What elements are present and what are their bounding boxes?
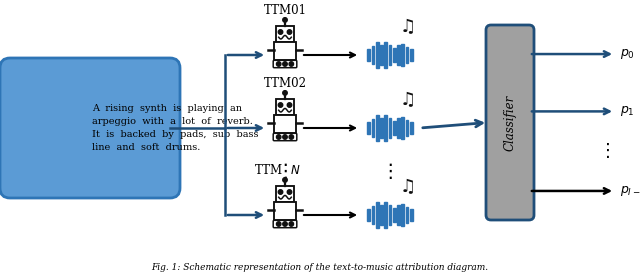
Bar — [380, 45, 383, 65]
Bar — [397, 45, 400, 65]
Circle shape — [287, 190, 292, 194]
Circle shape — [283, 178, 287, 182]
Bar — [401, 116, 404, 139]
Text: TTM: TTM — [255, 164, 283, 177]
Text: Classifier: Classifier — [504, 94, 516, 151]
FancyBboxPatch shape — [273, 220, 297, 228]
FancyBboxPatch shape — [276, 99, 294, 115]
Bar — [393, 121, 396, 135]
Text: ⋮: ⋮ — [380, 162, 400, 181]
Bar — [406, 47, 408, 63]
Text: TTM01: TTM01 — [264, 4, 307, 17]
Circle shape — [283, 62, 287, 66]
Bar — [401, 43, 404, 66]
Circle shape — [276, 135, 281, 139]
Bar — [371, 206, 374, 224]
Circle shape — [276, 222, 281, 226]
Bar — [376, 202, 379, 228]
Bar — [384, 202, 387, 228]
Text: TTM02: TTM02 — [264, 77, 307, 90]
Circle shape — [287, 103, 292, 107]
Text: ♫: ♫ — [400, 18, 416, 36]
Circle shape — [283, 91, 287, 95]
Bar — [380, 118, 383, 137]
FancyBboxPatch shape — [273, 60, 297, 68]
Bar — [406, 120, 408, 136]
Text: A  rising  synth  is  playing  an
arpeggio  with  a  lot  of  reverb.
It  is  ba: A rising synth is playing an arpeggio wi… — [92, 104, 259, 152]
Bar — [371, 46, 374, 64]
Bar — [367, 49, 370, 61]
Bar — [367, 122, 370, 134]
Bar — [367, 209, 370, 221]
Text: Fig. 1: Schematic representation of the text-to-music attribution diagram.: Fig. 1: Schematic representation of the … — [152, 263, 488, 272]
FancyBboxPatch shape — [273, 133, 297, 141]
FancyBboxPatch shape — [486, 25, 534, 220]
Circle shape — [287, 30, 292, 34]
FancyBboxPatch shape — [0, 58, 180, 198]
Bar — [401, 204, 404, 227]
Bar — [388, 45, 392, 65]
Circle shape — [276, 62, 281, 66]
Text: $N$: $N$ — [290, 164, 300, 177]
Circle shape — [289, 222, 294, 226]
FancyBboxPatch shape — [276, 186, 294, 202]
Circle shape — [278, 30, 283, 34]
Text: ♫: ♫ — [400, 178, 416, 196]
Circle shape — [283, 18, 287, 22]
FancyBboxPatch shape — [274, 202, 296, 220]
Circle shape — [289, 62, 294, 66]
Bar — [380, 206, 383, 225]
Circle shape — [278, 103, 283, 107]
Bar — [410, 122, 413, 134]
FancyBboxPatch shape — [276, 26, 294, 41]
Bar — [410, 49, 413, 61]
Text: $p_0$: $p_0$ — [620, 47, 635, 61]
Bar — [406, 207, 408, 223]
Bar — [384, 115, 387, 141]
Text: ⋮: ⋮ — [599, 142, 617, 160]
Bar — [393, 208, 396, 222]
Circle shape — [283, 222, 287, 226]
FancyBboxPatch shape — [274, 42, 296, 60]
Circle shape — [283, 135, 287, 139]
Bar — [376, 115, 379, 141]
Bar — [393, 48, 396, 62]
Text: $p_1$: $p_1$ — [620, 104, 635, 118]
Circle shape — [289, 135, 294, 139]
Bar — [376, 42, 379, 68]
Bar — [410, 209, 413, 221]
FancyBboxPatch shape — [274, 115, 296, 133]
Text: $p_{I-1}$: $p_{I-1}$ — [620, 184, 640, 198]
Bar — [397, 206, 400, 225]
Bar — [397, 118, 400, 137]
Bar — [388, 205, 392, 225]
Bar — [371, 119, 374, 137]
Circle shape — [278, 190, 283, 194]
Bar — [384, 42, 387, 68]
Text: ⋮: ⋮ — [275, 162, 295, 181]
Bar — [388, 118, 392, 138]
Text: ♫: ♫ — [400, 91, 416, 109]
